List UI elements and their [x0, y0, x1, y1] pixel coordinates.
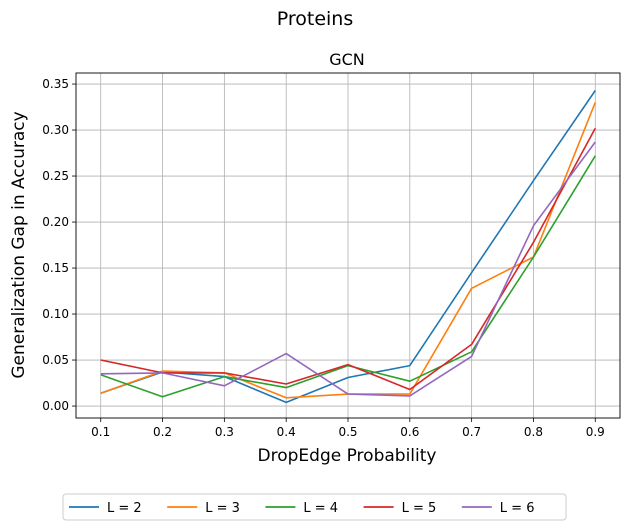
y-tick-label: 0.20	[42, 215, 69, 229]
x-tick-label: 0.5	[338, 425, 357, 439]
y-axis-label: Generalization Gap in Accuracy	[9, 111, 29, 378]
x-tick-label: 0.2	[153, 425, 172, 439]
x-tick-label: 0.4	[277, 425, 296, 439]
figure-suptitle: Proteins	[277, 8, 354, 30]
legend-label: L = 5	[402, 501, 437, 516]
y-tick-label: 0.15	[42, 261, 69, 275]
x-tick-label: 0.8	[524, 425, 543, 439]
series-layer	[100, 90, 597, 404]
legend-label: L = 6	[500, 501, 535, 516]
y-tick-label: 0.30	[42, 123, 69, 137]
x-tick-label: 0.1	[91, 425, 110, 439]
x-tick-label: 0.3	[215, 425, 234, 439]
legend-label: L = 2	[107, 501, 142, 516]
y-tick-label: 0.00	[42, 399, 69, 413]
grid	[76, 73, 620, 418]
x-axis-label: DropEdge Probability	[258, 446, 437, 466]
y-tick-label: 0.10	[42, 307, 69, 321]
series-line	[100, 155, 596, 398]
x-tick-label: 0.9	[586, 425, 605, 439]
y-tick-label: 0.05	[42, 353, 69, 367]
series-line	[100, 141, 596, 397]
legend-label: L = 4	[303, 501, 338, 516]
y-tick-label: 0.35	[42, 77, 69, 91]
chart-title: GCN	[329, 50, 365, 69]
x-tick-label: 0.7	[462, 425, 481, 439]
x-tick-label: 0.6	[400, 425, 419, 439]
series-line	[100, 127, 597, 391]
legend-label: L = 3	[205, 501, 240, 516]
legend-box	[62, 493, 567, 521]
y-axis: 0.00 0.05 0.10 0.15 0.20 0.25 0.30 0.35	[42, 77, 76, 413]
legend: L = 2 L = 3 L = 4 L = 5 L = 6	[62, 493, 567, 521]
x-axis: 0.1 0.2 0.3 0.4 0.5 0.6 0.7 0.8 0.9	[91, 418, 605, 439]
y-tick-label: 0.25	[42, 169, 69, 183]
